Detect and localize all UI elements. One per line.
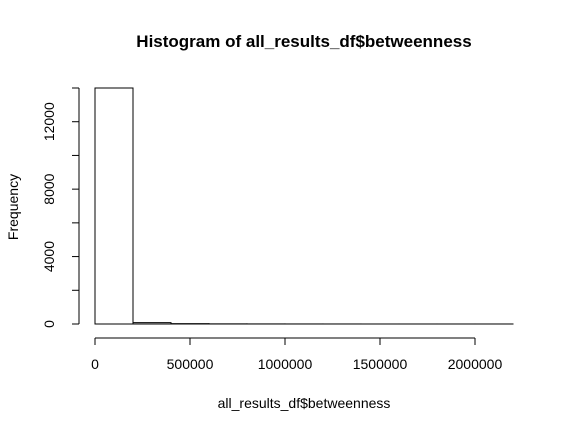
y-tick-label: 0 (41, 320, 57, 328)
y-tick-label: 4000 (41, 241, 57, 272)
x-tick-label: 2000000 (448, 356, 503, 372)
x-tick-label: 0 (91, 356, 99, 372)
chart-title: Histogram of all_results_df$betweenness (136, 32, 471, 51)
y-axis-label: Frequency (5, 174, 21, 240)
y-tick-label: 8000 (41, 173, 57, 204)
y-axis: 0 4000 8000 12000 (41, 88, 79, 328)
x-tick-label: 500000 (167, 356, 214, 372)
x-axis-label: all_results_df$betweenness (218, 395, 391, 411)
x-tick-label: 1000000 (258, 356, 313, 372)
x-axis: 0 500000 1000000 1500000 2000000 (91, 338, 502, 372)
x-tick-label: 1500000 (353, 356, 408, 372)
histogram-bars (95, 88, 513, 324)
histogram-bar (133, 323, 171, 324)
y-tick-label: 12000 (41, 102, 57, 141)
histogram-bar (95, 88, 133, 324)
